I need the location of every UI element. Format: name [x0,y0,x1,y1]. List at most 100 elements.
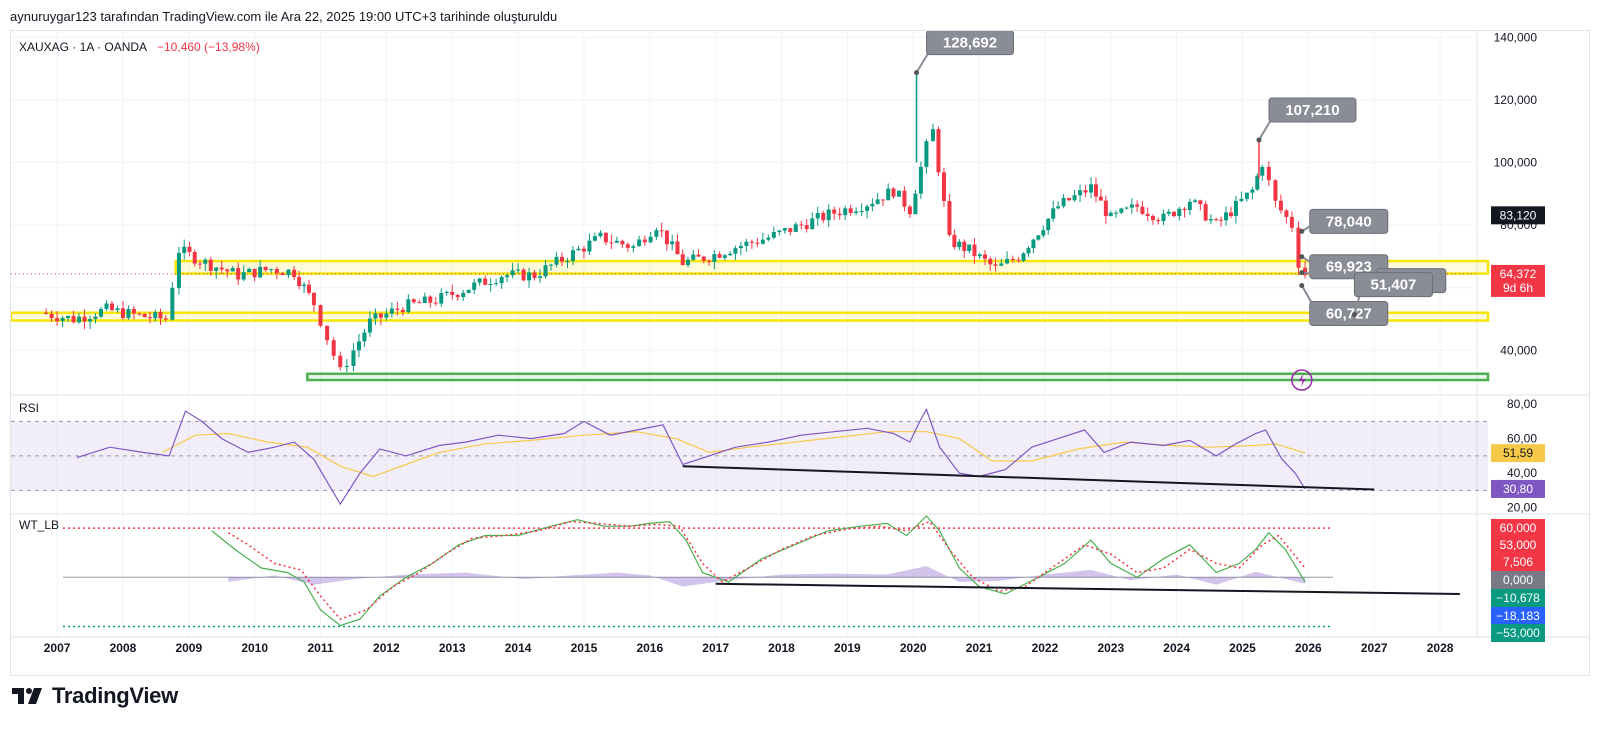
candle-body [297,276,302,287]
rsi-value: 30,80 [1503,482,1533,496]
callout-box[interactable] [1268,97,1357,123]
candle-body [1046,218,1051,231]
candle-body [896,190,901,197]
candle-body [187,246,192,253]
time-axis-label: 2007 [44,641,71,655]
wt2-line [227,520,1306,620]
time-axis-label: 2022 [1032,641,1059,655]
time-axis-label: 2023 [1097,641,1124,655]
candle-body [924,141,929,167]
candle-body [771,232,776,238]
candle-body [88,319,93,322]
candle-body [472,282,477,290]
candle-body [1239,198,1244,201]
time-axis-label: 2020 [900,641,927,655]
candle-body [1255,175,1260,190]
candle-body [1021,253,1026,261]
callout-anchor [1299,228,1305,234]
candle-body [886,188,891,201]
candle-body [351,350,356,367]
candle-body [1260,166,1265,176]
candle-body [104,303,109,310]
candle-body [859,210,864,212]
wt-area [228,566,1306,587]
callout-box[interactable] [1309,301,1389,327]
candle-body [1244,192,1249,199]
candle-body [1198,200,1203,205]
candle-body [1026,248,1031,254]
rsi-axis-label: 60,00 [1507,432,1537,446]
candle-body [49,313,54,319]
price-axis-label: 40,000 [1500,343,1537,357]
wt-axis-badge [1491,607,1545,625]
candle-body [918,166,923,194]
alert-icon[interactable] [1291,369,1313,391]
candle-body [115,308,120,311]
time-axis-label: 2010 [241,641,268,655]
candle-body [1273,180,1278,201]
candle-body [766,237,771,240]
candle-body [44,312,49,314]
candle-body [389,308,394,314]
candle-body [378,313,383,318]
candle-body [505,275,510,278]
candle-body [516,269,521,271]
candle-body [373,313,378,319]
candle-body [843,208,848,216]
time-axis-label: 2026 [1295,641,1322,655]
candle-body [1051,208,1056,219]
candle-body [1016,259,1021,261]
candle-body [311,292,316,306]
chart-frame[interactable]: 2007 2008 2009 2010 2011 2012 2013 2014 2015 2016… [10,30,1590,676]
callout-box[interactable] [1353,272,1433,298]
candle-body [302,284,307,287]
callout-box[interactable] [1309,208,1389,234]
time-axis-label: 2008 [110,641,137,655]
candle-body [532,272,537,278]
candle-body [406,299,411,313]
candle-body [274,269,279,274]
symbol-title: XAUXAG · 1A · OANDA [19,40,147,54]
candle-body [654,230,659,237]
candle-body [1119,208,1124,213]
candle-body [609,242,614,244]
candle-body [362,332,367,342]
candle-body [521,269,526,281]
callout-box[interactable] [926,31,1015,56]
candle-body [1187,201,1192,211]
last-price-label: 64,372 [1500,267,1537,281]
candle-body [1233,200,1238,217]
candle-body [670,241,675,245]
candle-body [494,283,499,285]
candle-body [967,244,972,251]
candle-body [176,253,181,288]
last-price-badge [1491,264,1545,297]
candle-body [338,355,343,368]
rsi-ma-badge [1491,444,1545,463]
zone-yellow [174,259,1490,275]
wt-axis-label: −18,183 [1496,609,1540,623]
wt-axis-badge [1491,519,1545,537]
callout-anchor [1299,254,1305,260]
candle-body [559,256,564,262]
time-axis-label: 2021 [966,641,993,655]
candle-body [1124,207,1129,209]
candle-body [1083,190,1088,193]
candle-body [236,268,241,280]
candle-body [947,200,952,235]
time-axis-label: 2027 [1361,641,1388,655]
tradingview-logo[interactable]: TradingView [12,683,178,709]
callout-anchor [914,70,920,76]
candle-body [936,129,941,173]
candle-body [1135,204,1140,207]
chart-svg[interactable]: 2007 2008 2009 2010 2011 2012 2013 2014 2015 2016… [11,31,1589,675]
candle-body [592,236,597,241]
candle-body [325,325,330,341]
candle-body [728,253,733,256]
candle-body [565,261,570,263]
candle-body [263,266,268,271]
lightning-icon[interactable] [1298,373,1306,387]
candle-body [1093,184,1098,197]
candle-body [637,239,642,247]
callout-anchor [1299,270,1305,276]
